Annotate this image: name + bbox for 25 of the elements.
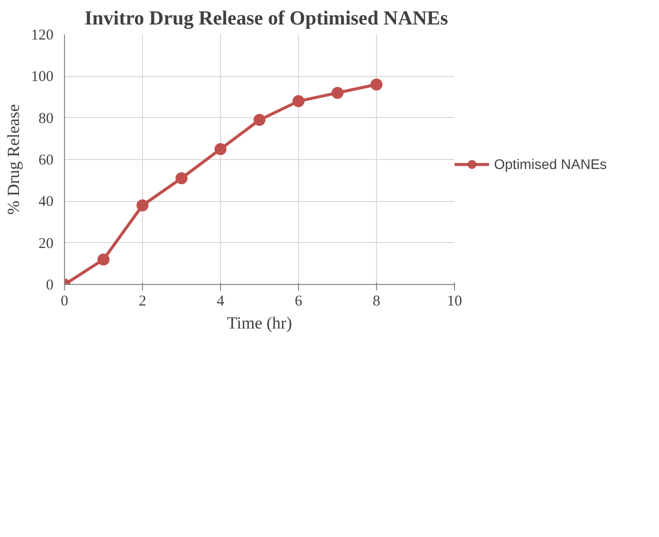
y-tick-label: 120	[31, 28, 54, 44]
y-tick-label: 40	[38, 194, 54, 210]
y-axis-title: % Drug Release	[4, 104, 23, 215]
point	[370, 78, 382, 90]
legend-label: Optimised NANEs	[494, 156, 607, 172]
y-tick-label: 60	[38, 152, 54, 168]
point	[292, 95, 304, 108]
point	[332, 86, 344, 99]
x-tick-label: 6	[294, 294, 303, 310]
x-tick-label: 10	[447, 294, 462, 310]
point	[176, 172, 188, 184]
x-axis-title: Time (hr)	[226, 314, 292, 332]
x-tick-label: 0	[60, 294, 68, 310]
y-tick-label: 0	[46, 278, 54, 294]
y-tick-label: 100	[31, 69, 54, 86]
point	[98, 254, 110, 266]
point	[136, 199, 148, 212]
point	[214, 143, 226, 156]
x-tick-label: 2	[138, 294, 146, 310]
point	[254, 114, 266, 126]
y-tick-label: 80	[38, 110, 54, 127]
y-tick-label: 20	[38, 236, 54, 252]
x-tick-label: 4	[216, 294, 225, 310]
chart-title: Invitro Drug Release of Optimised NANEs	[84, 8, 448, 30]
x-tick-label: 8	[372, 294, 380, 310]
